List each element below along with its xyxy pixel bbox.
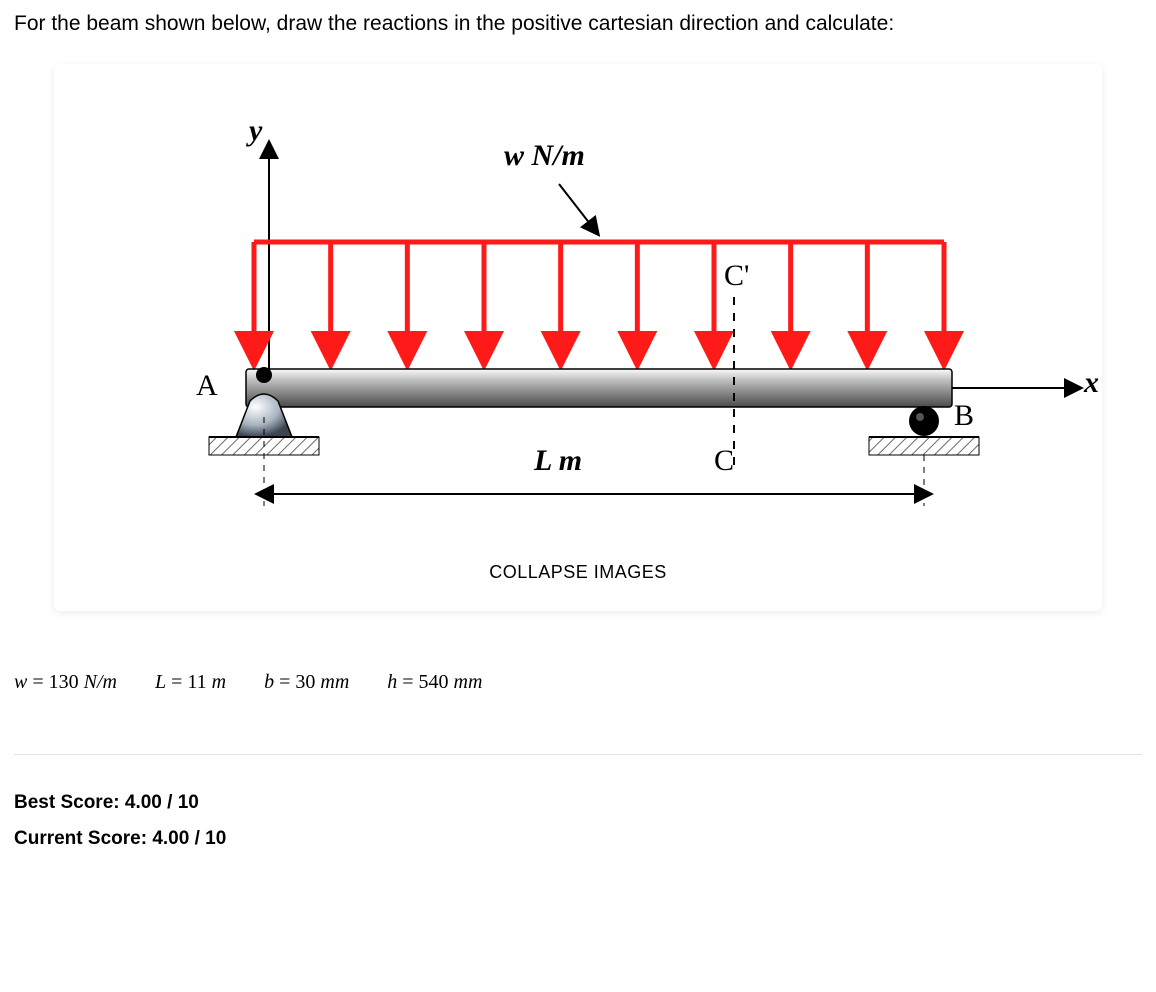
point-c-label: C bbox=[714, 444, 734, 478]
param-h: h = 540 mm bbox=[387, 671, 482, 694]
question-prompt: For the beam shown below, draw the react… bbox=[14, 12, 1142, 36]
point-b-label: B bbox=[954, 399, 974, 433]
param-b: b = 30 mm bbox=[264, 671, 349, 694]
param-w: w = 130 N/m bbox=[14, 671, 117, 694]
current-score: Current Score: 4.00 / 10 bbox=[14, 821, 1142, 857]
diagram-svg bbox=[84, 94, 1104, 534]
length-label: L m bbox=[534, 444, 582, 478]
param-L: L = 11 m bbox=[155, 671, 226, 694]
c-prime-label: C' bbox=[724, 259, 749, 293]
y-axis-label: y bbox=[249, 114, 262, 148]
beam-diagram: y w N/m C' A x B L m C bbox=[84, 94, 1072, 534]
given-parameters: w = 130 N/m L = 11 m b = 30 mm h = 540 m… bbox=[14, 671, 1142, 694]
x-axis-label: x bbox=[1084, 366, 1099, 400]
score-block: Best Score: 4.00 / 10 Current Score: 4.0… bbox=[14, 785, 1142, 857]
point-a-label: A bbox=[196, 369, 218, 403]
figure-card: y w N/m C' A x B L m C COLLAPSE IMAGES bbox=[54, 64, 1102, 611]
collapse-images-button[interactable]: COLLAPSE IMAGES bbox=[84, 554, 1072, 591]
divider bbox=[14, 754, 1142, 755]
best-score: Best Score: 4.00 / 10 bbox=[14, 785, 1142, 821]
load-label: w N/m bbox=[504, 139, 585, 173]
